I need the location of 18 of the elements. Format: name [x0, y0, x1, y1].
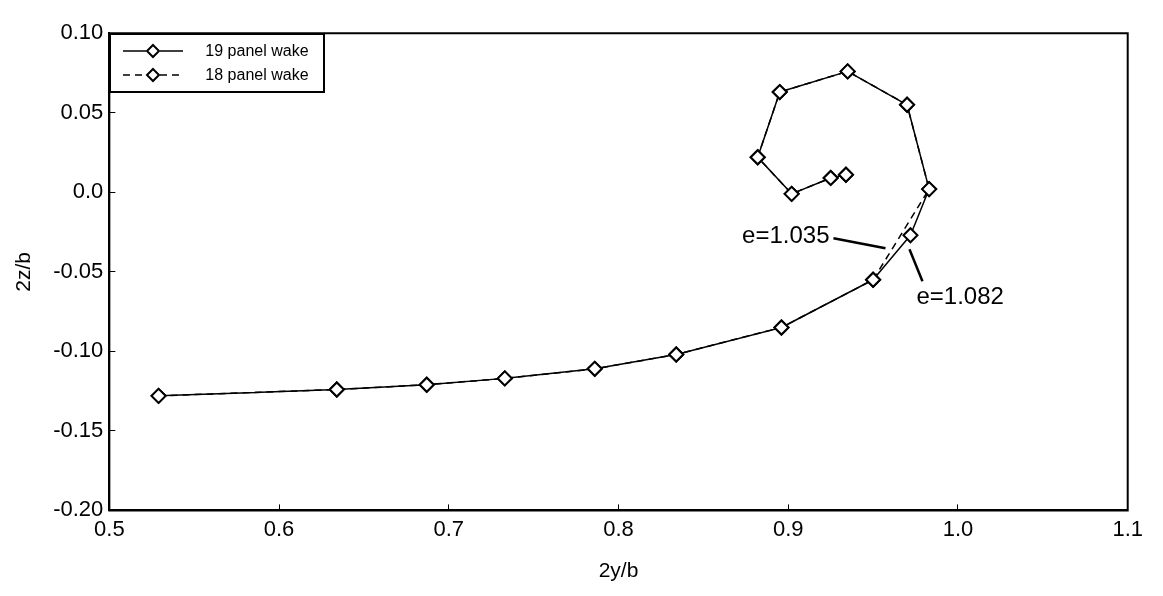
y-tick-label: -0.10	[53, 337, 104, 363]
x-tick-label: 0.8	[603, 515, 634, 541]
legend-label: 19 panel wake	[205, 42, 309, 61]
annotation: e=1.082	[916, 281, 1004, 309]
x-axis-title: 2y/b	[598, 558, 639, 582]
x-tick-label: 1.0	[942, 515, 974, 541]
annotation: e=1.035	[742, 220, 830, 248]
y-tick-label: -0.15	[53, 416, 104, 442]
y-tick-label: 0.05	[60, 98, 104, 124]
y-tick-label: -0.05	[53, 257, 104, 283]
legend-label: 18 panel wake	[205, 66, 309, 85]
x-tick-label: 0.6	[263, 515, 295, 541]
y-tick-label: 0.0	[72, 178, 104, 204]
x-tick-label: 0.9	[772, 515, 804, 541]
y-axis-title: 2z/b	[11, 251, 35, 292]
x-tick-label: 0.7	[433, 515, 465, 541]
y-tick-label: 0.10	[60, 19, 104, 45]
x-tick-label: 1.1	[1112, 515, 1144, 541]
